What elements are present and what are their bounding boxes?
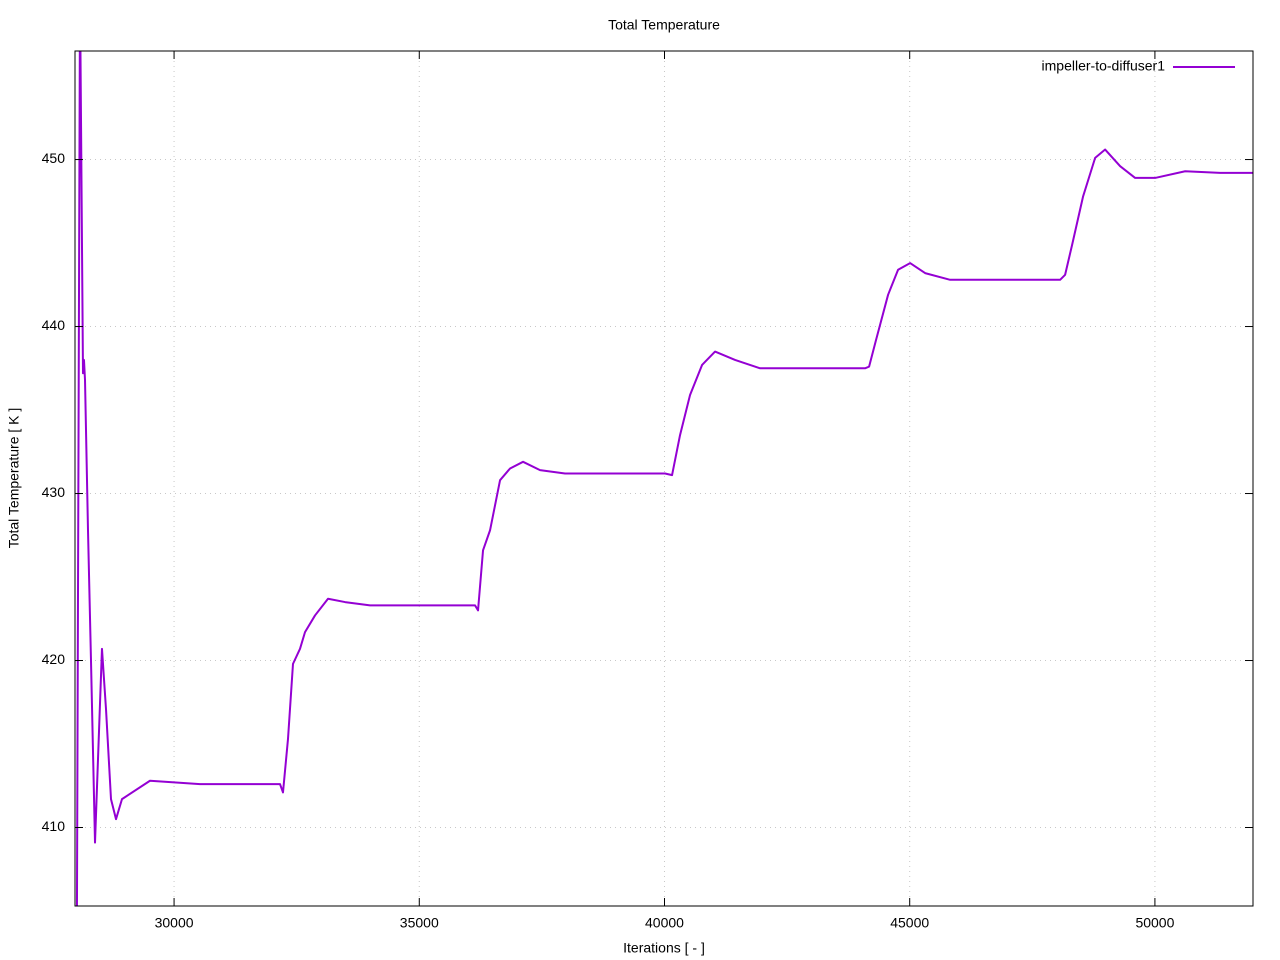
x-tick-label: 35000: [400, 915, 439, 931]
x-tick-label: 50000: [1135, 915, 1174, 931]
x-axis-label: Iterations [ - ]: [623, 940, 705, 956]
x-tick-label: 30000: [155, 915, 194, 931]
y-tick-label: 420: [42, 651, 66, 667]
x-tick-label: 40000: [645, 915, 684, 931]
data-line: [75, 51, 1253, 906]
y-tick-label: 430: [42, 484, 66, 500]
y-axis-label: Total Temperature [ K ]: [6, 408, 22, 549]
plot-frame: [74, 50, 1254, 907]
chart-title: Total Temperature: [608, 17, 720, 33]
x-tick-label: 45000: [890, 915, 929, 931]
legend-label: impeller-to-diffuser1: [1042, 58, 1166, 74]
y-tick-label: 410: [42, 818, 66, 834]
plot-area: [75, 51, 1253, 906]
grid: [75, 51, 1253, 906]
y-tick-label: 440: [42, 317, 66, 333]
y-tick-label: 450: [42, 150, 66, 166]
